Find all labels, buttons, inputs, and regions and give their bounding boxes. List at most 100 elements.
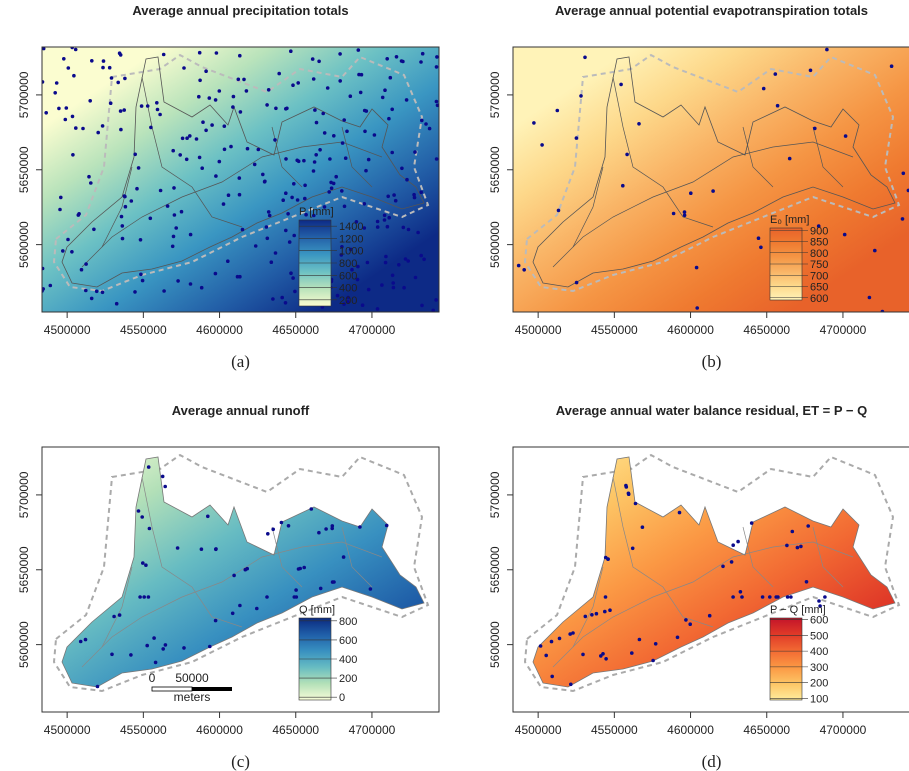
station <box>317 59 321 64</box>
station <box>637 122 641 126</box>
catchments <box>532 56 896 288</box>
station <box>226 193 231 197</box>
station <box>90 59 94 63</box>
station <box>44 111 48 115</box>
station <box>569 682 573 687</box>
station <box>294 588 298 592</box>
panel-caption: (a) <box>231 352 250 371</box>
x-tick-label: 4600000 <box>667 323 714 337</box>
station <box>694 265 699 270</box>
catchment-line <box>742 126 774 188</box>
station <box>574 136 579 140</box>
legend-tick-label: 200 <box>339 295 357 307</box>
station <box>314 153 319 157</box>
station <box>390 150 395 155</box>
station <box>146 595 151 599</box>
legend-tick-label: 1000 <box>339 246 363 258</box>
y-tick-label: 5650000 <box>17 546 31 593</box>
station <box>149 125 153 130</box>
station <box>332 580 336 584</box>
catchment-line <box>572 166 604 248</box>
station <box>172 213 177 217</box>
legend-tick-label: 750 <box>810 259 828 271</box>
x-tick-label: 4550000 <box>591 723 638 737</box>
station <box>284 157 288 161</box>
station <box>342 204 347 209</box>
station <box>422 257 426 262</box>
station <box>356 264 360 269</box>
station <box>140 515 144 519</box>
station <box>42 266 45 271</box>
station <box>391 285 396 290</box>
station <box>375 219 380 224</box>
station <box>787 156 792 161</box>
station <box>400 166 404 171</box>
legend-tick-label: 700 <box>810 270 828 282</box>
y-tick-label: 5700000 <box>488 471 502 518</box>
station <box>366 157 371 162</box>
y-tick-label: 5700000 <box>488 71 502 118</box>
map-panel: Average annual runoff (c) 4500000 4550000 46… <box>17 403 440 771</box>
station <box>291 276 295 280</box>
panel-caption: (c) <box>231 752 250 771</box>
station <box>689 191 693 195</box>
station <box>266 88 271 92</box>
station <box>147 526 152 531</box>
station <box>343 156 348 160</box>
station <box>172 186 176 190</box>
catchment-line <box>552 541 854 668</box>
station <box>230 611 235 616</box>
station <box>388 75 393 80</box>
station <box>817 599 821 603</box>
station <box>818 604 822 608</box>
station <box>842 232 847 237</box>
station <box>271 297 275 301</box>
station <box>633 501 638 506</box>
station <box>365 260 370 265</box>
station <box>231 105 235 109</box>
station <box>729 560 734 564</box>
station <box>427 126 432 131</box>
station <box>671 211 676 216</box>
x-tick-label: 4550000 <box>120 723 167 737</box>
station <box>394 55 399 59</box>
station <box>89 296 94 301</box>
station <box>243 567 248 572</box>
station <box>392 193 396 197</box>
legend-tick-label: 1400 <box>339 221 363 233</box>
catchment-line <box>812 126 844 188</box>
map-area <box>52 453 430 693</box>
station <box>289 271 293 275</box>
station <box>135 186 139 191</box>
x-tick-label: 4650000 <box>272 323 319 337</box>
station <box>677 510 682 515</box>
station <box>413 150 417 154</box>
station <box>431 308 435 312</box>
station <box>207 96 212 100</box>
station <box>342 302 346 306</box>
catchment-line <box>612 76 714 228</box>
station <box>292 182 296 186</box>
station <box>338 52 342 56</box>
station <box>608 608 612 612</box>
station <box>420 118 424 123</box>
station <box>201 120 205 124</box>
station <box>579 94 583 98</box>
station <box>435 103 439 108</box>
legend-tick-label: 300 <box>810 662 828 674</box>
station <box>583 55 587 60</box>
x-tick-label: 4600000 <box>196 723 243 737</box>
panel-title: Average annual precipitation totals <box>132 3 348 18</box>
station <box>556 208 561 213</box>
station <box>360 303 365 308</box>
station <box>338 79 343 83</box>
station <box>171 234 176 239</box>
station <box>412 192 416 197</box>
station <box>350 267 354 272</box>
station <box>112 614 116 619</box>
station <box>356 48 361 52</box>
station <box>285 106 289 111</box>
station <box>375 225 380 229</box>
station <box>232 573 236 578</box>
x-tick-label: 4600000 <box>667 723 714 737</box>
